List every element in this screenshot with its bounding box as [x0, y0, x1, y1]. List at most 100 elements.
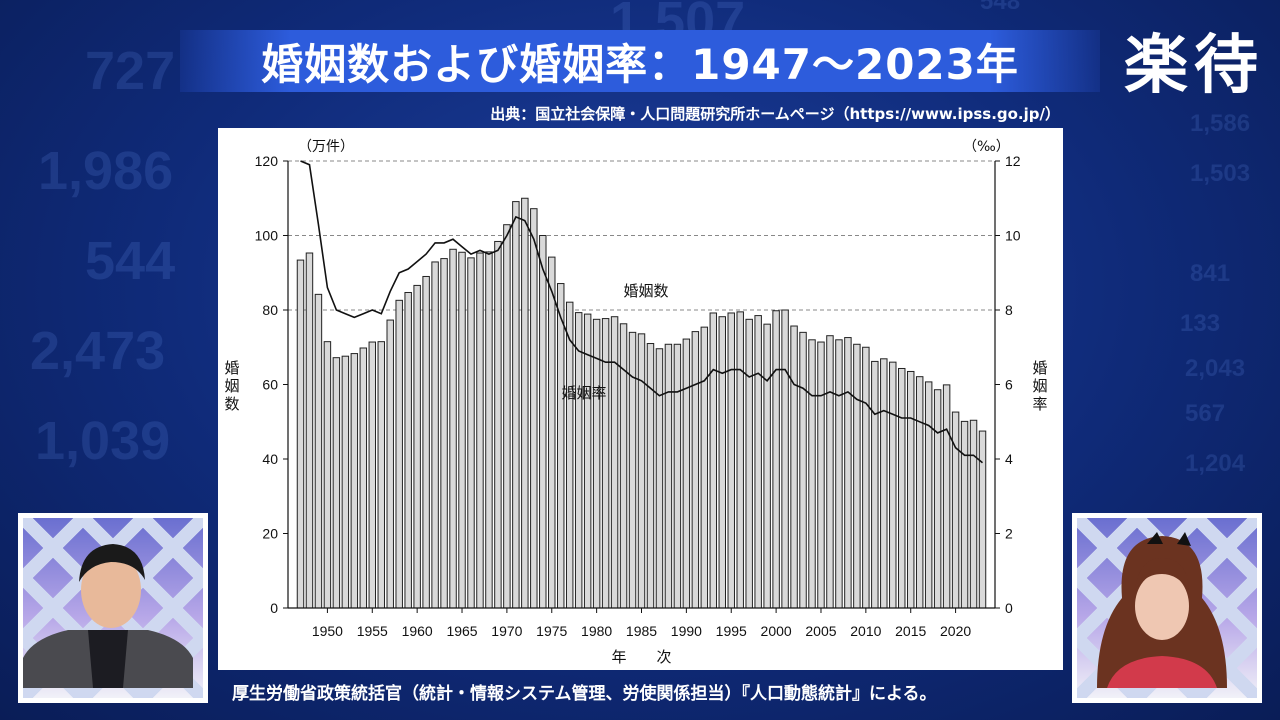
right-axis-label: 婚姻率 — [1032, 359, 1047, 413]
bar-2023 — [978, 430, 987, 609]
bar-2005 — [817, 341, 825, 609]
right-tick-label: 8 — [1005, 302, 1013, 318]
background-number: 2,473 — [30, 321, 166, 381]
axes — [283, 160, 1000, 613]
left-tick-label: 120 — [255, 153, 279, 169]
bar-1971 — [512, 201, 520, 609]
x-tick-label: 1980 — [581, 623, 612, 639]
bar-1996 — [736, 311, 744, 609]
right-tick-label: 10 — [1005, 228, 1021, 244]
title-banner: 婚姻数および婚姻率：1947～2023年 — [180, 30, 1100, 92]
bar-1994 — [718, 316, 726, 609]
bar-2004 — [808, 339, 816, 609]
bar-2006 — [826, 335, 834, 609]
annotation-rate: 婚姻率 — [561, 384, 606, 402]
background-number: 544 — [85, 231, 176, 291]
bar-1947 — [296, 259, 305, 609]
presenter-video-left — [18, 513, 208, 703]
left-tick-label: 0 — [270, 600, 278, 616]
marriage-chart: 0 20 40 60 80 100 120 0 2 4 6 8 10 12 1950 1955 1960 1965… — [224, 139, 1047, 666]
bar-1993 — [709, 312, 718, 609]
x-tick-label: 1965 — [446, 623, 477, 639]
bar-1999 — [763, 323, 771, 609]
bar-1952 — [341, 355, 350, 609]
bar-1962 — [431, 261, 439, 609]
background-number: 727 — [85, 41, 176, 101]
x-tick-label: 1960 — [402, 623, 433, 639]
bar-1963 — [440, 258, 448, 609]
x-tick-label: 1995 — [716, 623, 747, 639]
bar-2016 — [915, 376, 924, 609]
right-tick-label: 0 — [1005, 600, 1013, 616]
bar-1964 — [449, 248, 457, 609]
bar-1984 — [628, 331, 637, 609]
background-number: 1,039 — [35, 411, 171, 471]
bar-1950 — [323, 341, 332, 609]
x-tick-label: 1975 — [536, 623, 567, 639]
bar-2003 — [799, 331, 807, 609]
bar-1973 — [530, 208, 538, 609]
x-tick-label: 2005 — [805, 623, 836, 639]
bar-2022 — [969, 419, 978, 609]
right-tick-label: 6 — [1005, 377, 1013, 393]
bar-2002 — [790, 325, 798, 609]
bar-2009 — [853, 343, 861, 609]
bar-1990 — [682, 338, 691, 609]
bar-2007 — [835, 339, 843, 609]
bar-1954 — [359, 347, 368, 609]
bar-1982 — [610, 316, 619, 609]
right-unit-label: （‰） — [963, 139, 1010, 155]
bar-2001 — [781, 309, 789, 609]
bar-2021 — [960, 420, 969, 609]
chart-panel: 0 20 40 60 80 100 120 0 2 4 6 8 10 12 1950 1955 1960 1965… — [218, 128, 1063, 670]
bar-1975 — [548, 256, 556, 609]
x-tick-label: 1950 — [312, 623, 343, 639]
left-tick-label: 80 — [262, 302, 278, 318]
background-number: 1,204 — [1185, 450, 1246, 477]
bar-2010 — [862, 346, 870, 609]
bar-2014 — [898, 367, 906, 609]
bar-1965 — [458, 251, 466, 609]
axis-label-char: 数 — [224, 395, 239, 413]
bar-1959 — [404, 291, 412, 609]
bar-1953 — [350, 353, 359, 609]
bar-1970 — [503, 224, 511, 609]
bar-1951 — [332, 357, 341, 609]
bar-1969 — [494, 240, 502, 609]
bar-1998 — [754, 315, 762, 609]
left-axis-label: 婚姻数 — [224, 359, 239, 413]
bar-1960 — [413, 284, 421, 609]
bar-1995 — [727, 312, 735, 609]
bar-1988 — [664, 343, 673, 609]
page-title: 婚姻数および婚姻率：1947～2023年 — [261, 39, 1019, 89]
left-tick-label: 40 — [262, 451, 278, 467]
x-tick-label: 2020 — [940, 623, 971, 639]
annotation-marriages: 婚姻数 — [623, 282, 668, 300]
bar-2015 — [906, 370, 915, 609]
bar-1992 — [700, 326, 709, 609]
background-number: 567 — [1185, 400, 1226, 427]
bar-1985 — [637, 333, 646, 609]
background-number: 133 — [1180, 310, 1221, 337]
axis-labels: 0 20 40 60 80 100 120 0 2 4 6 8 10 12 1950 1955 1960 1965… — [224, 139, 1047, 666]
background-number: 2,043 — [1185, 355, 1246, 382]
axis-label-char: 婚 — [224, 359, 239, 377]
bar-2019 — [942, 384, 951, 609]
left-unit-label: （万件） — [298, 139, 354, 155]
bar-2018 — [933, 389, 942, 609]
bar-1980 — [592, 318, 601, 609]
axis-label-char: 姻 — [1032, 377, 1047, 395]
axis-label-char: 姻 — [224, 377, 239, 395]
bar-1997 — [745, 318, 753, 609]
bar-2012 — [880, 358, 888, 609]
bar-1986 — [646, 343, 655, 609]
x-axis-label: 年 次 — [611, 648, 671, 666]
bar-1974 — [539, 235, 547, 609]
bar-1983 — [619, 323, 628, 609]
marriage-rate-line — [300, 160, 984, 464]
x-tick-label: 2015 — [895, 623, 926, 639]
x-tick-label: 2000 — [761, 623, 792, 639]
bar-1968 — [485, 251, 493, 609]
bar-2013 — [889, 361, 897, 609]
bar-2011 — [871, 360, 879, 609]
